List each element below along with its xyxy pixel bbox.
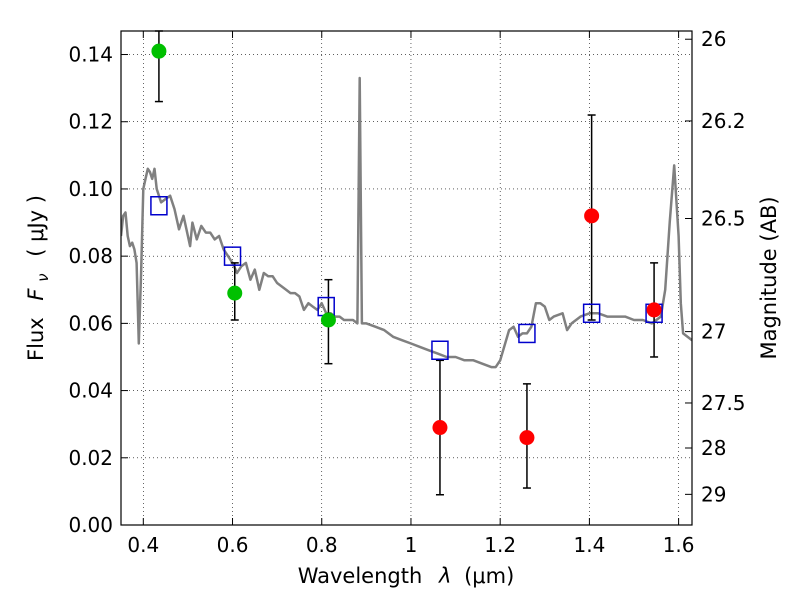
y-axis-label: Flux F ν ( μJy ) xyxy=(24,195,53,361)
y2-tick-label: 26.5 xyxy=(701,206,746,230)
x-axis-label-symbol: λ xyxy=(438,564,451,588)
y-tick-label: 0.06 xyxy=(68,311,113,335)
model-photometry-square xyxy=(150,195,168,216)
x-axis-label-unit: (μm) xyxy=(464,564,514,588)
y-axis-label-text: Flux xyxy=(24,317,48,361)
y-tick-label: 0.00 xyxy=(68,513,113,537)
x-tick-label: 0.8 xyxy=(306,533,338,557)
x-tick-label: 0.6 xyxy=(217,533,249,557)
y2-tick-label: 29 xyxy=(701,482,726,506)
y-tick-label: 0.04 xyxy=(68,379,113,403)
y2-tick-label: 26.2 xyxy=(701,109,746,133)
red-point xyxy=(432,420,448,436)
x-tick-label: 1.6 xyxy=(663,533,695,557)
y2-tick-label: 26 xyxy=(701,27,726,51)
y-axis-label-subscript: ν xyxy=(34,273,52,281)
ticks-layer: 0.4 0.6 0.8 1 1.2 1.4 1.6 0.00 0.02 0.04 0.06 0.08 0… xyxy=(68,27,745,557)
model-photometry-square xyxy=(223,246,242,266)
red-point xyxy=(584,208,600,224)
x-tick-label: 1.2 xyxy=(484,533,516,557)
y2-axis-label: Magnitude (AB) xyxy=(757,196,781,359)
detection-point xyxy=(227,285,243,301)
x-axis-label: Wavelength λ (μm) xyxy=(298,564,515,588)
y-tick-label: 0.12 xyxy=(68,110,113,134)
y-tick-label: 0.02 xyxy=(68,446,113,470)
red-point xyxy=(646,302,662,318)
x-tick-label: 0.4 xyxy=(127,533,159,557)
y-axis-label-unit: ( μJy ) xyxy=(24,195,48,257)
y-tick-label: 0.08 xyxy=(68,244,113,268)
red-point xyxy=(519,430,535,446)
model-photometry-square xyxy=(518,323,536,344)
y-tick-label: 0.10 xyxy=(68,177,113,201)
model-photometry-square xyxy=(582,303,601,324)
y2-tick-label: 27.5 xyxy=(701,391,746,415)
x-tick-label: 1.4 xyxy=(573,533,605,557)
y2-tick-label: 27 xyxy=(701,320,726,344)
x-axis-label-text: Wavelength xyxy=(298,564,423,588)
y-axis-label-symbol: F xyxy=(24,288,48,301)
y2-tick-label: 28 xyxy=(701,436,726,460)
detection-point xyxy=(151,43,167,59)
y-tick-label: 0.14 xyxy=(68,43,113,67)
model-photometry-square xyxy=(431,340,449,361)
plot-frame xyxy=(120,30,693,526)
points-layer xyxy=(150,43,663,446)
x-tick-label: 1 xyxy=(405,533,418,557)
detection-point xyxy=(320,312,336,328)
